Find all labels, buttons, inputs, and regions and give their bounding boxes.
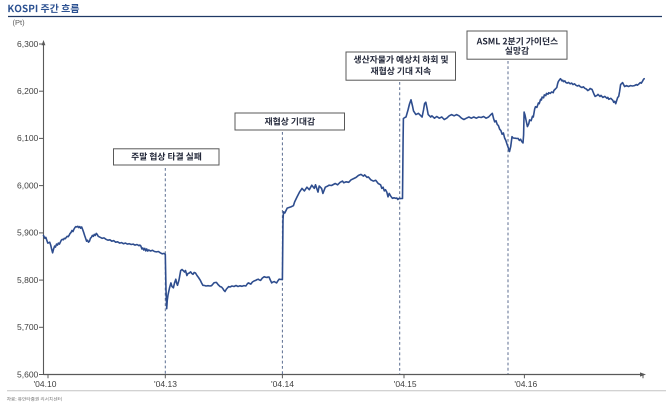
svg-text:5,600: 5,600 [17,369,39,379]
svg-text:6,200: 6,200 [17,86,39,96]
svg-text:'04.15: '04.15 [394,379,417,389]
svg-text:'04.13: '04.13 [154,379,177,389]
svg-text:5,800: 5,800 [17,275,39,285]
svg-text:6,300: 6,300 [17,39,39,49]
svg-text:5,900: 5,900 [17,228,39,238]
svg-text:6,100: 6,100 [17,133,39,143]
svg-text:(Pt): (Pt) [13,18,26,27]
svg-text:5,700: 5,700 [17,322,39,332]
svg-text:'04.14: '04.14 [271,379,294,389]
svg-text:'04.16: '04.16 [514,379,537,389]
svg-text:6,000: 6,000 [17,180,39,190]
svg-text:'04.10: '04.10 [34,379,57,389]
